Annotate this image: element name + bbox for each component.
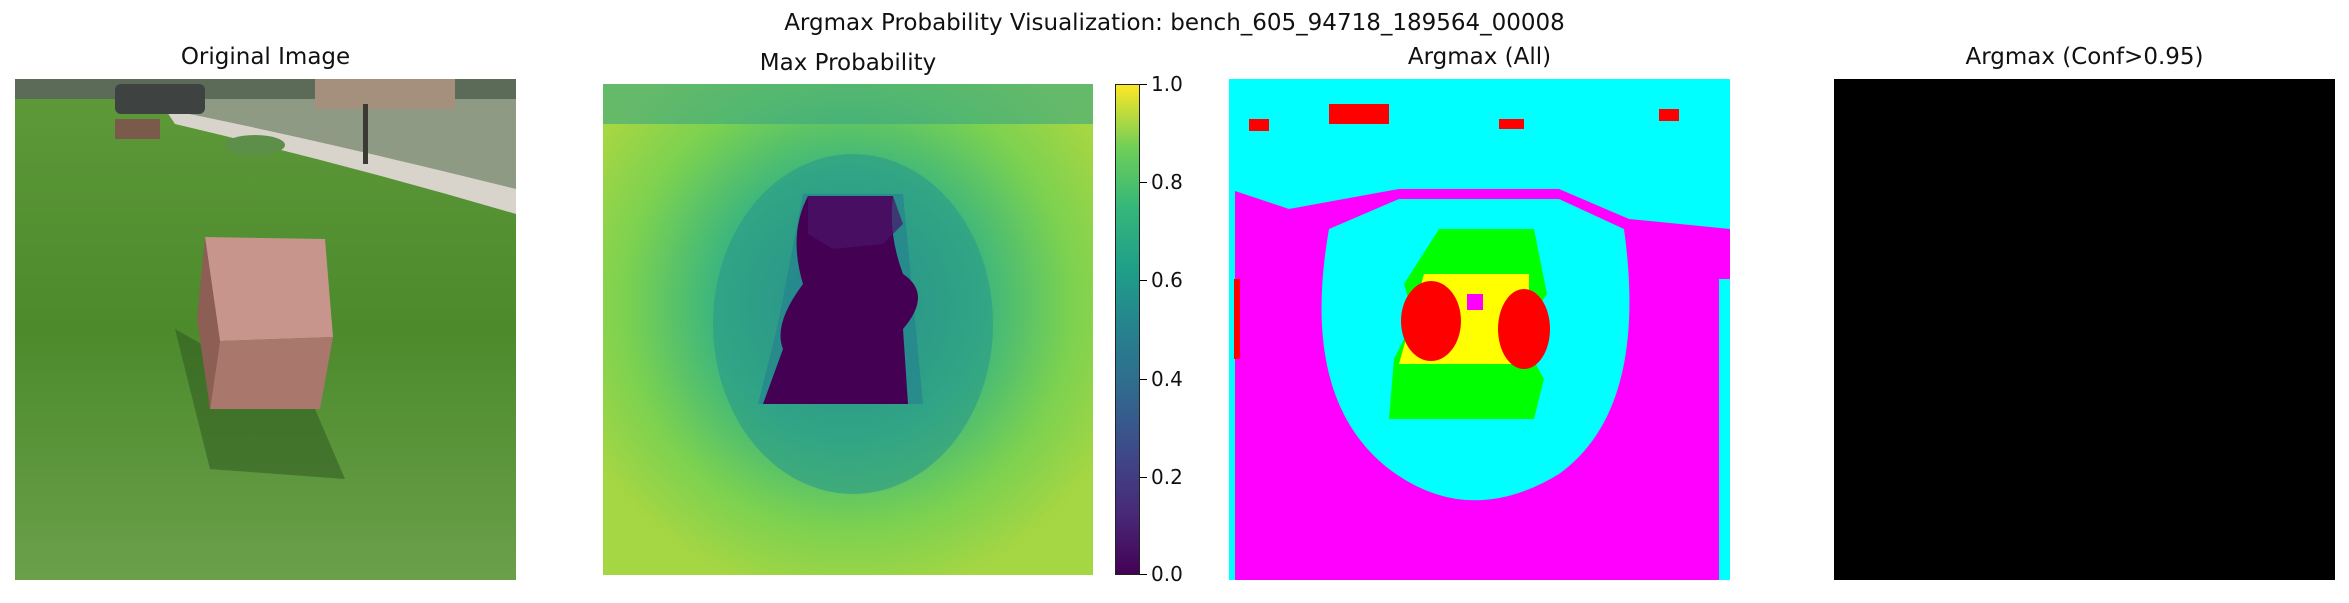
figure-title: Argmax Probability Visualization: bench_…	[784, 10, 1565, 36]
colorbar	[1115, 84, 1140, 575]
colorbar-tick	[1140, 84, 1147, 85]
colorbar-tick	[1140, 379, 1147, 380]
argmax-all-title: Argmax (All)	[1407, 44, 1552, 70]
colorbar-tick-label: 0.6	[1151, 268, 1183, 292]
colorbar-tick-label: 0.8	[1151, 170, 1183, 194]
colorbar-tick-label: 1.0	[1151, 72, 1183, 96]
max-probability-heatmap	[603, 84, 1093, 575]
argmax-all-map	[1229, 79, 1730, 580]
colorbar-tick-label: 0.0	[1151, 562, 1183, 586]
argmax-conf-title: Argmax (Conf>0.95)	[1965, 44, 2204, 70]
argmax-all-panel	[1229, 79, 1730, 580]
max-probability-panel	[603, 84, 1093, 575]
colorbar-tick-label: 0.2	[1151, 465, 1183, 489]
colorbar-tick	[1140, 182, 1147, 183]
colorbar-tick-label: 0.4	[1151, 367, 1183, 391]
original-image	[15, 79, 516, 580]
colorbar-tick	[1140, 477, 1147, 478]
original-image-title: Original Image	[180, 44, 351, 70]
argmax-conf-map	[1834, 79, 2335, 580]
max-probability-title: Max Probability	[759, 50, 937, 76]
original-image-panel	[15, 79, 516, 580]
colorbar-tick	[1140, 574, 1147, 575]
colorbar-tick	[1140, 280, 1147, 281]
